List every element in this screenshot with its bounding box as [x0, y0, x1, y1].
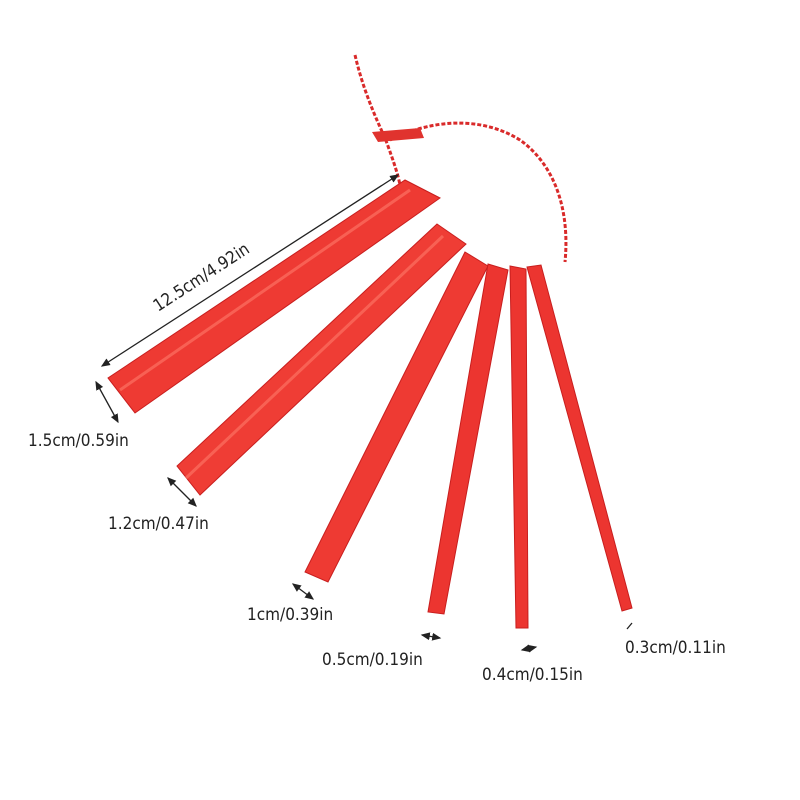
width-label-6: 0.3cm/0.11in — [625, 638, 726, 658]
width-label-3: 1cm/0.39in — [247, 605, 333, 625]
width-arrow-5 — [520, 644, 538, 653]
stick-3 — [304, 251, 489, 583]
width-label-1: 1.5cm/0.59in — [28, 431, 129, 451]
width-label-5: 0.4cm/0.15in — [482, 665, 583, 685]
stick-4 — [427, 263, 509, 615]
chain-clasp — [372, 128, 424, 142]
width-arrow-4 — [420, 632, 442, 641]
length-arrow — [100, 174, 400, 367]
width-label-4: 0.5cm/0.19in — [322, 650, 423, 670]
width-arrow-1 — [95, 380, 119, 424]
width-label-2: 1.2cm/0.47in — [108, 514, 209, 534]
width-arrow-2 — [167, 477, 197, 507]
width-arrow-3 — [291, 583, 315, 600]
stick-5 — [509, 265, 529, 629]
dimension-arrows — [95, 174, 633, 653]
stick-6 — [526, 264, 633, 612]
sticks — [107, 179, 633, 629]
